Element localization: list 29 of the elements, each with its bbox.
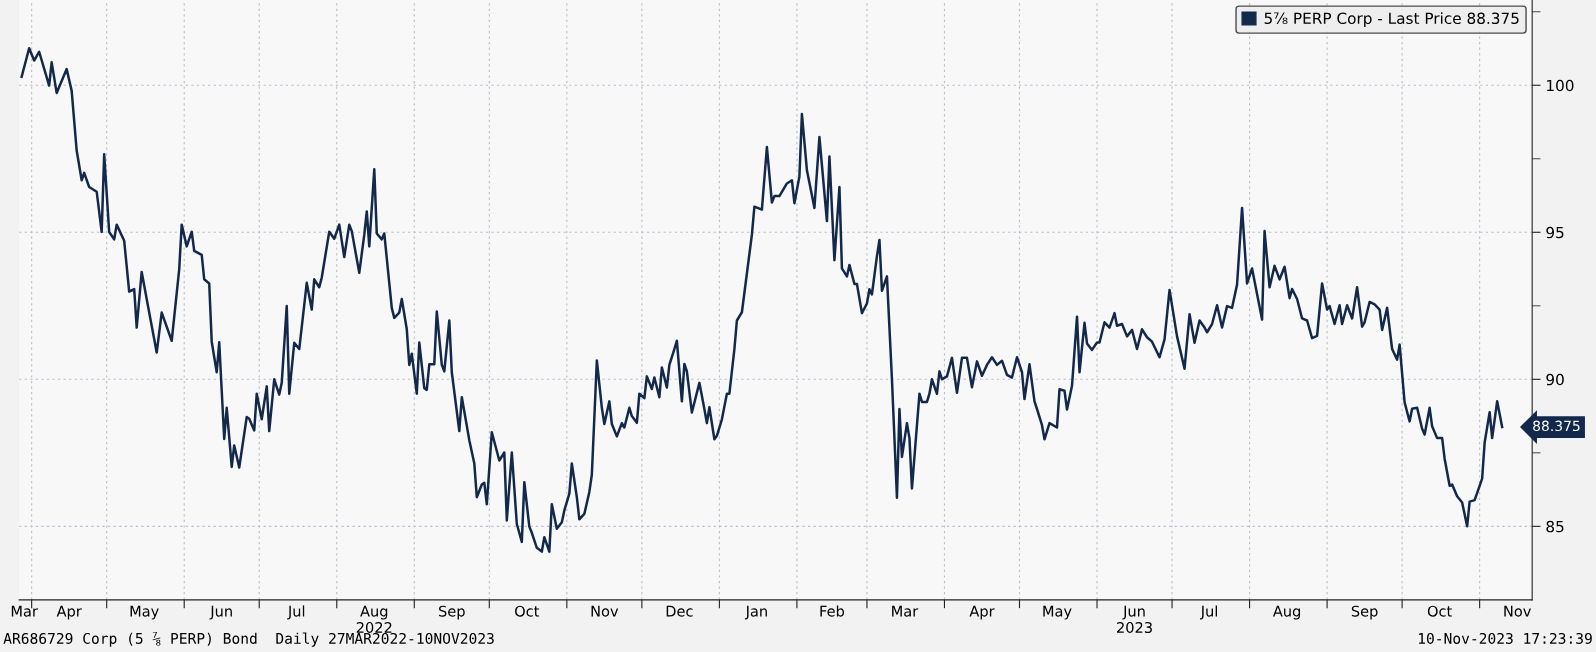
x-tick-label: Jul	[287, 605, 305, 620]
x-tick-label: Nov	[591, 605, 619, 617]
x-tick-label: Oct	[1427, 605, 1452, 617]
x-tick-label: Aug 2022	[356, 605, 392, 634]
x-tick-label: Jun	[209, 605, 232, 620]
x-tick-label: May	[130, 605, 159, 620]
x-tick-label: Sep	[439, 605, 465, 620]
x-tick-label: Jan	[744, 605, 767, 620]
x-tick-label: Feb	[820, 605, 845, 617]
y-tick-label: 85	[1546, 520, 1564, 533]
x-tick-label: Oct	[515, 605, 540, 617]
annotation: 88.375	[1533, 420, 1580, 432]
x-tick-label: Mar	[892, 605, 919, 617]
y-tick-label: 100	[1547, 79, 1574, 92]
y-tick-label: 95	[1546, 226, 1564, 239]
line-series	[20, 46, 1504, 553]
x-tick-label: Sep	[1351, 605, 1378, 620]
x-tick-label: Aug	[1272, 605, 1300, 620]
legend-label: 5⅞ PERP Corp - Last Price 88.375	[1264, 12, 1519, 28]
x-tick-label: Jun 2023	[1117, 605, 1152, 634]
x-tick-label: Apr	[969, 605, 995, 620]
x-tick-label: Mar	[11, 605, 38, 617]
x-tick-label: Jul	[1200, 605, 1217, 620]
x-tick-label: Dec	[666, 605, 693, 617]
x-tick-label: Apr	[56, 605, 82, 620]
text: 10-Nov-2023 17:23:39	[1418, 632, 1592, 644]
x-tick-label: Nov	[1504, 605, 1531, 617]
x-tick-label: May	[1043, 605, 1072, 620]
y-tick-label: 90	[1546, 373, 1564, 386]
